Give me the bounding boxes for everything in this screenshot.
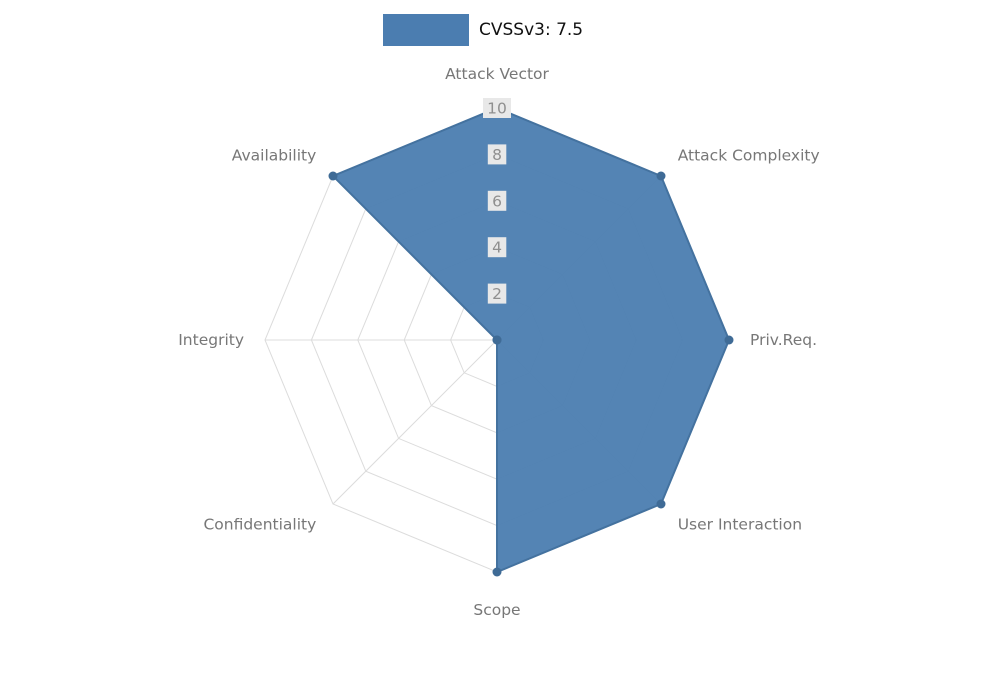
radar-marker (492, 335, 502, 345)
radar-marker (656, 499, 666, 509)
tick-label: 8 (492, 146, 502, 164)
axis-label-attack-vector: Attack Vector (445, 65, 549, 83)
radial-tick-labels: 2 4 6 8 10 (483, 98, 511, 304)
tick-label-bg (483, 98, 511, 118)
tick-label: 2 (492, 285, 502, 303)
legend: CVSSv3: 7.5 (383, 14, 583, 46)
radar-marker (328, 171, 338, 181)
tick-label-bg (487, 144, 507, 165)
tick-label: 4 (492, 239, 502, 257)
tick-label-bg (487, 237, 507, 258)
axis-label-confidentiality: Confidentiality (203, 516, 316, 534)
tick-label-bg (487, 283, 507, 304)
legend-swatch (383, 14, 469, 46)
axis-label-attack-complexity: Attack Complexity (678, 146, 820, 164)
grid-spoke (332, 339, 498, 505)
axis-label-priv-req: Priv.Req. (750, 331, 817, 349)
radar-marker (656, 171, 666, 181)
tick-label-bg (487, 190, 507, 211)
axis-label-integrity: Integrity (178, 331, 244, 349)
legend-label: CVSSv3: 7.5 (479, 20, 584, 40)
tick-label: 6 (492, 192, 502, 210)
radar-marker (492, 567, 502, 577)
axis-labels: Attack Vector Attack Complexity Priv.Req. U… (178, 65, 819, 619)
axis-label-user-interaction: User Interaction (678, 516, 802, 534)
radar-polygon (331, 106, 731, 574)
radar-marker (724, 335, 734, 345)
tick-label: 10 (487, 100, 507, 118)
axis-label-availability: Availability (232, 146, 317, 164)
axis-label-scope: Scope (473, 601, 520, 619)
